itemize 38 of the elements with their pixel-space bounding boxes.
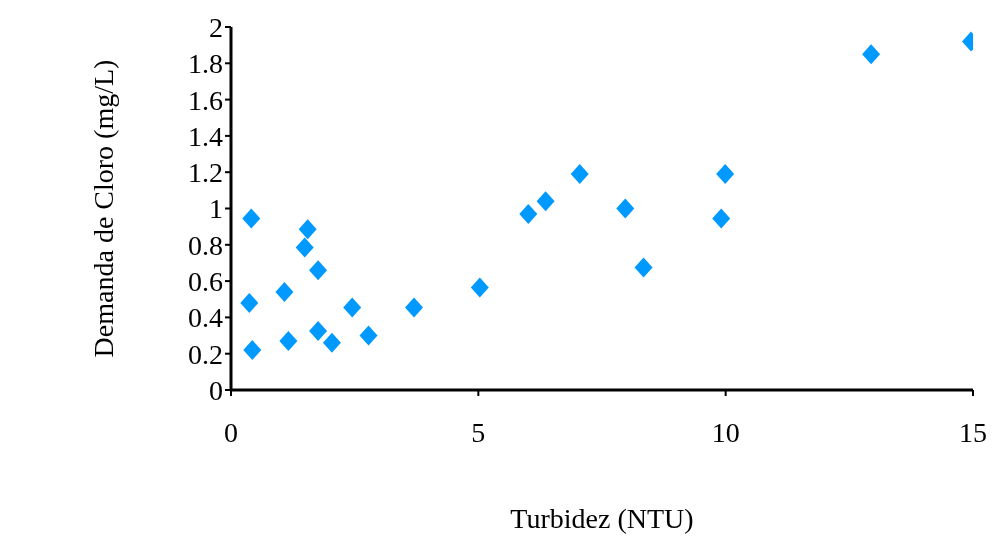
y-tick-label: 1.4: [188, 120, 223, 152]
y-axis-title: Demanda de Cloro (mg/L): [87, 59, 119, 358]
y-tick-label: 0.8: [188, 229, 223, 261]
point: [405, 297, 424, 318]
point: [279, 331, 298, 351]
y-tick-label: 2: [209, 11, 223, 43]
y-tick-label: 0.4: [188, 302, 223, 334]
point: [295, 237, 314, 258]
point: [519, 203, 538, 224]
point: [359, 325, 378, 346]
point: [634, 257, 653, 278]
point: [322, 332, 341, 353]
y-tick-label: 1: [209, 193, 223, 225]
y-tick-label: 1.8: [188, 48, 223, 80]
point: [275, 281, 294, 302]
x-axis-title: Turbidez (NTU): [510, 503, 694, 534]
point: [470, 277, 489, 298]
point: [298, 219, 317, 240]
x-tick-label: 10: [711, 416, 740, 448]
point: [243, 340, 262, 361]
point: [309, 321, 328, 342]
y-tick-label: 0.2: [188, 338, 223, 370]
x-tick-label: 5: [471, 416, 486, 448]
point: [242, 208, 261, 229]
point: [616, 198, 635, 219]
point: [343, 297, 362, 318]
x-tick-label: 15: [959, 416, 987, 448]
point: [309, 260, 328, 281]
y-tick-label: 1.6: [188, 84, 223, 116]
y-tick-label: 1.2: [188, 157, 223, 189]
point: [716, 164, 735, 185]
point: [240, 292, 259, 313]
y-tick-label: 0.6: [188, 266, 223, 298]
point: [712, 208, 731, 229]
point: [570, 164, 589, 185]
y-tick-label: 0: [209, 374, 223, 406]
point: [862, 44, 881, 65]
point: [536, 191, 555, 212]
